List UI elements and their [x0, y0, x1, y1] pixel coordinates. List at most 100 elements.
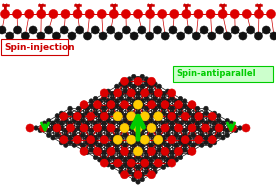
- Circle shape: [37, 9, 46, 19]
- Circle shape: [132, 104, 136, 108]
- Circle shape: [110, 136, 115, 140]
- Circle shape: [174, 104, 179, 108]
- Circle shape: [13, 9, 22, 19]
- Circle shape: [161, 124, 169, 132]
- Circle shape: [191, 128, 195, 133]
- Text: Spin-injection: Spin-injection: [4, 43, 75, 51]
- Circle shape: [140, 158, 144, 162]
- Circle shape: [182, 143, 187, 147]
- Circle shape: [132, 119, 136, 123]
- Circle shape: [161, 136, 166, 140]
- Circle shape: [97, 128, 102, 133]
- Circle shape: [123, 119, 128, 123]
- Circle shape: [217, 133, 221, 138]
- Circle shape: [148, 99, 153, 103]
- Circle shape: [157, 143, 161, 147]
- Circle shape: [87, 112, 95, 120]
- Circle shape: [81, 114, 85, 118]
- Circle shape: [148, 143, 153, 147]
- Circle shape: [25, 9, 34, 19]
- Circle shape: [195, 126, 200, 130]
- Circle shape: [242, 124, 250, 132]
- Circle shape: [136, 150, 140, 155]
- Circle shape: [81, 104, 85, 108]
- Circle shape: [80, 147, 88, 155]
- Circle shape: [107, 124, 115, 132]
- Circle shape: [45, 26, 53, 34]
- Circle shape: [110, 91, 115, 96]
- Circle shape: [93, 111, 98, 115]
- Circle shape: [85, 136, 89, 140]
- Circle shape: [85, 106, 89, 111]
- Circle shape: [174, 119, 179, 123]
- Circle shape: [153, 96, 157, 101]
- Circle shape: [72, 133, 76, 138]
- Circle shape: [182, 99, 187, 103]
- Circle shape: [55, 128, 59, 133]
- Circle shape: [170, 106, 174, 111]
- Circle shape: [166, 89, 170, 93]
- Circle shape: [144, 77, 149, 81]
- Circle shape: [221, 136, 225, 140]
- Circle shape: [147, 171, 155, 179]
- Circle shape: [132, 128, 136, 133]
- Circle shape: [148, 114, 153, 118]
- Circle shape: [223, 32, 231, 40]
- Circle shape: [100, 159, 108, 167]
- Circle shape: [119, 106, 123, 111]
- Circle shape: [157, 84, 161, 88]
- Circle shape: [123, 89, 128, 93]
- Circle shape: [99, 32, 107, 40]
- Circle shape: [93, 121, 98, 125]
- Circle shape: [97, 9, 106, 19]
- Circle shape: [136, 96, 140, 101]
- Circle shape: [68, 121, 72, 125]
- Circle shape: [127, 82, 132, 86]
- Circle shape: [93, 136, 98, 140]
- Circle shape: [60, 26, 68, 34]
- Circle shape: [60, 136, 68, 144]
- Circle shape: [132, 143, 136, 147]
- Circle shape: [182, 133, 187, 138]
- Circle shape: [127, 111, 132, 115]
- Circle shape: [1, 9, 9, 19]
- Circle shape: [208, 133, 213, 138]
- Circle shape: [136, 111, 140, 115]
- Circle shape: [115, 148, 119, 152]
- Circle shape: [161, 165, 166, 170]
- Circle shape: [106, 143, 110, 147]
- Circle shape: [100, 112, 108, 120]
- Circle shape: [153, 136, 157, 140]
- Circle shape: [136, 141, 140, 145]
- Circle shape: [89, 143, 94, 147]
- Circle shape: [208, 119, 213, 123]
- Circle shape: [115, 163, 119, 167]
- Circle shape: [114, 89, 122, 97]
- Circle shape: [141, 159, 149, 167]
- Circle shape: [127, 112, 136, 121]
- Circle shape: [188, 147, 196, 155]
- Circle shape: [161, 111, 166, 115]
- Circle shape: [146, 32, 154, 40]
- Circle shape: [144, 170, 149, 174]
- Circle shape: [114, 159, 122, 167]
- Circle shape: [204, 106, 208, 111]
- Circle shape: [153, 121, 157, 125]
- Circle shape: [134, 100, 142, 109]
- Circle shape: [93, 96, 98, 101]
- Circle shape: [102, 150, 106, 155]
- Circle shape: [85, 126, 89, 130]
- Circle shape: [72, 119, 76, 123]
- Circle shape: [140, 99, 144, 103]
- Circle shape: [121, 77, 129, 85]
- Circle shape: [119, 91, 123, 96]
- Circle shape: [52, 32, 60, 40]
- Circle shape: [231, 26, 239, 34]
- Circle shape: [97, 133, 102, 138]
- Circle shape: [123, 158, 128, 162]
- Circle shape: [154, 135, 163, 144]
- Circle shape: [63, 114, 68, 118]
- Circle shape: [132, 114, 136, 118]
- Circle shape: [187, 121, 191, 125]
- Circle shape: [166, 104, 170, 108]
